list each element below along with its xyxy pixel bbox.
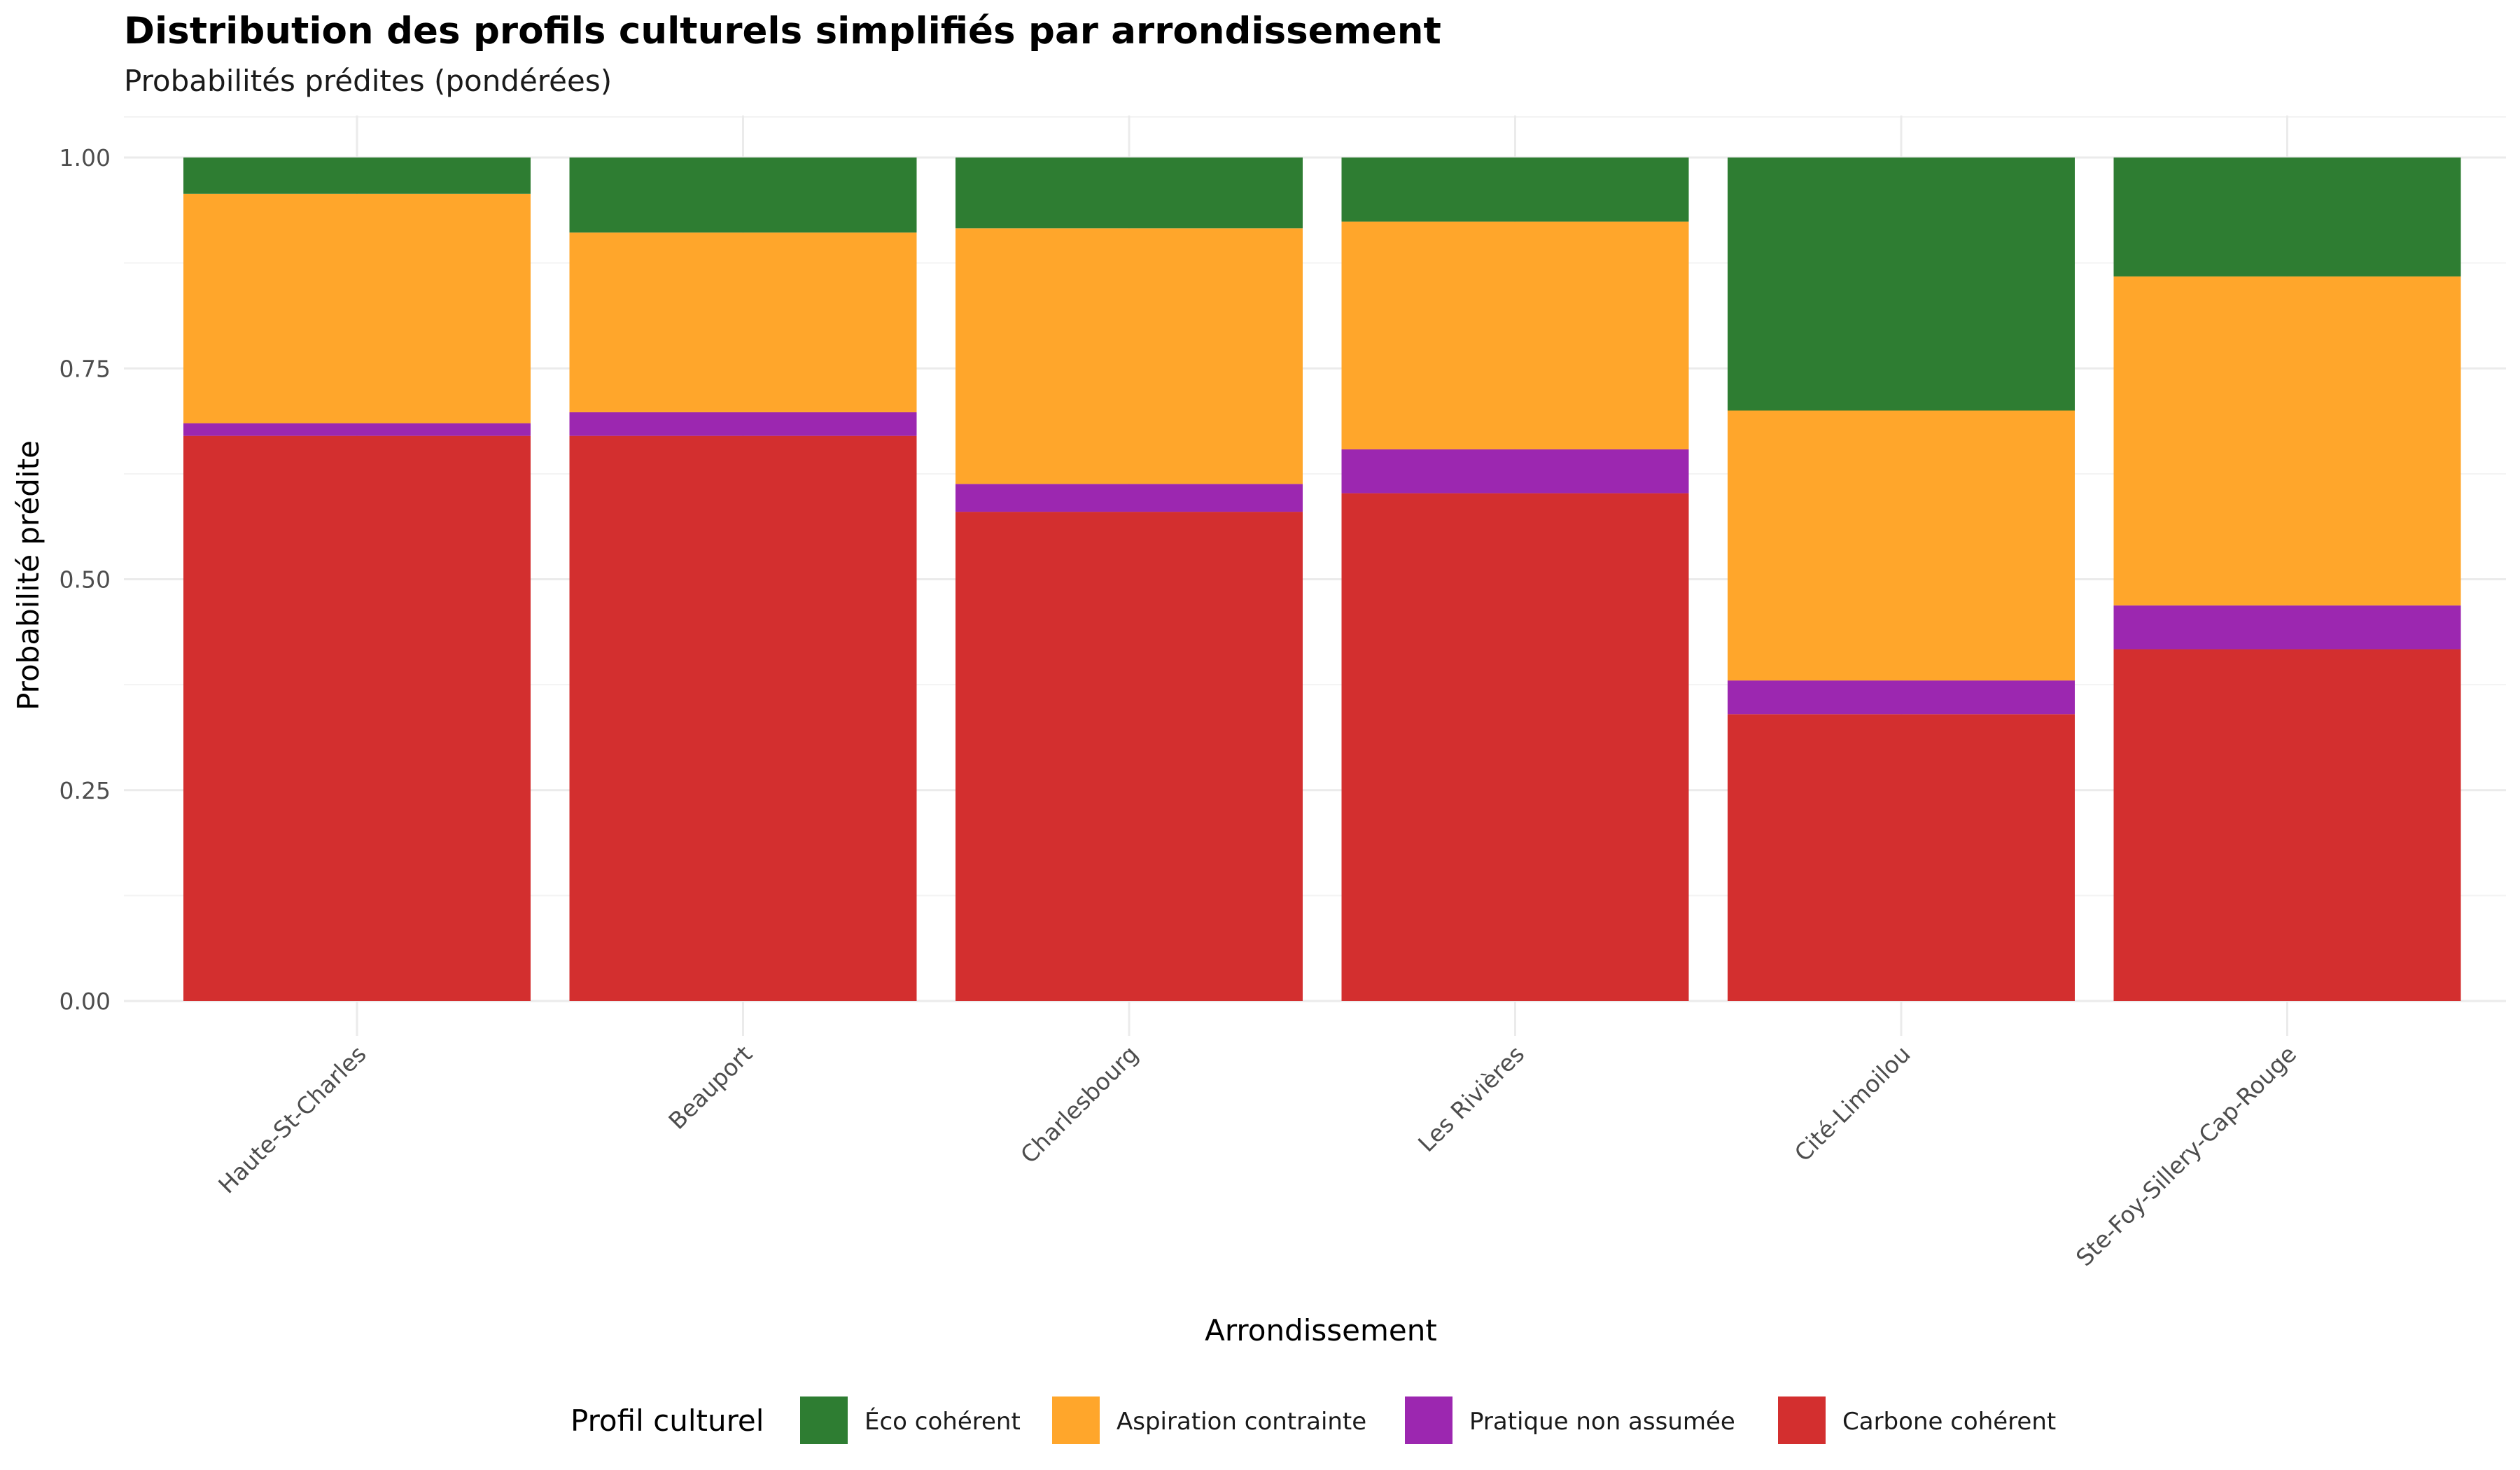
legend-label: Pratique non assumée xyxy=(1469,1408,1735,1436)
y-tick-label: 0.25 xyxy=(59,777,111,804)
bar-segment xyxy=(569,232,917,412)
bars xyxy=(183,158,2461,1001)
legend-key xyxy=(1778,1396,1826,1444)
chart-subtitle: Probabilités prédites (pondérées) xyxy=(124,64,612,98)
y-axis-ticks: 0.00 0.25 0.50 0.75 1.00 xyxy=(59,144,111,1015)
y-tick-label: 0.50 xyxy=(59,566,111,594)
bar-segment xyxy=(955,484,1303,512)
bar-segment xyxy=(1341,449,1689,493)
x-axis-ticks: Haute-St-Charles Beauport Charlesbourg Les … xyxy=(213,1040,2302,1271)
x-tick-label: Les Rivières xyxy=(1413,1040,1530,1157)
bar-segment xyxy=(2113,649,2461,1001)
y-tick-label: 0.00 xyxy=(59,988,111,1015)
legend-label: Éco cohérent xyxy=(864,1407,1021,1436)
y-tick-label: 1.00 xyxy=(59,144,111,172)
bar-segment xyxy=(183,193,531,424)
legend-label: Carbone cohérent xyxy=(1842,1408,2056,1436)
legend-key xyxy=(800,1396,848,1444)
legend-key xyxy=(1052,1396,1100,1444)
bar-segment xyxy=(955,228,1303,484)
bar-segment xyxy=(1341,493,1689,1001)
bar-segment xyxy=(1728,410,2075,681)
x-tick-label: Haute-St-Charles xyxy=(213,1040,371,1198)
bar-segment xyxy=(1728,158,2075,411)
x-tick-label: Beauport xyxy=(663,1040,757,1135)
bar-segment xyxy=(183,158,531,194)
bar-segment xyxy=(955,512,1303,1001)
y-axis-title: Probabilité prédite xyxy=(11,440,46,710)
y-tick-label: 0.75 xyxy=(59,355,111,382)
chart-title: Distribution des profils culturels simpl… xyxy=(124,10,1441,52)
bar-segment xyxy=(955,158,1303,229)
x-tick-label: Ste-Foy-Sillery-Cap-Rouge xyxy=(2071,1040,2302,1271)
bar-segment xyxy=(183,423,531,436)
bar-segment xyxy=(1728,714,2075,1001)
bar-segment xyxy=(183,435,531,1001)
bar-segment xyxy=(1728,680,2075,715)
legend-key xyxy=(1405,1396,1452,1444)
bar-segment xyxy=(569,435,917,1001)
legend-label: Aspiration contrainte xyxy=(1116,1408,1366,1436)
legend: Profil culturel Éco cohérent Aspiration c… xyxy=(570,1396,2056,1444)
x-tick-label: Charlesbourg xyxy=(1015,1040,1143,1168)
bar-segment xyxy=(2113,605,2461,650)
x-tick-label: Cité-Limoilou xyxy=(1789,1040,1916,1167)
x-axis-title: Arrondissement xyxy=(1205,1313,1437,1348)
bar-segment xyxy=(569,158,917,233)
bar-segment xyxy=(569,412,917,436)
legend-title: Profil culturel xyxy=(570,1404,764,1438)
bar-segment xyxy=(1341,221,1689,449)
bar-segment xyxy=(2113,158,2461,276)
bar-segment xyxy=(1341,158,1689,222)
bar-segment xyxy=(2113,276,2461,606)
